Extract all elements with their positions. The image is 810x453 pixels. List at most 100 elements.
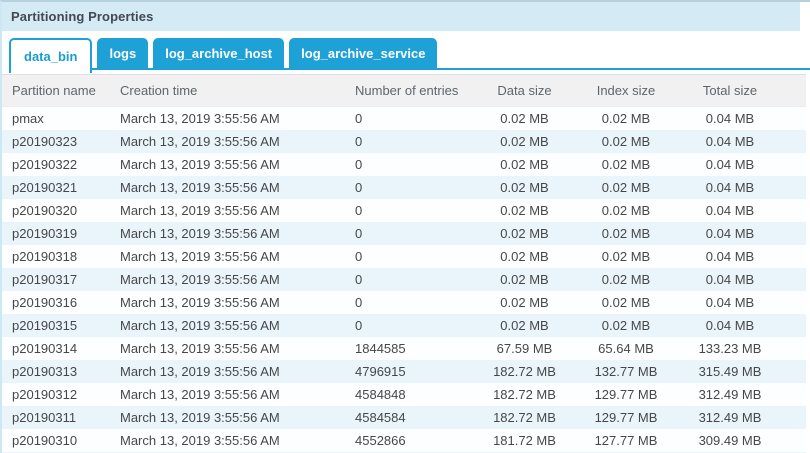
total-size-cell: 0.04 MB (705, 272, 755, 287)
table-row: p20190321 March 13, 2019 3:55:56 AM 0 0.02 … (2, 176, 806, 199)
spacer-cell (790, 153, 806, 176)
spacer-cell (790, 199, 806, 222)
entries-cell: 0 (355, 226, 363, 241)
column-header-number-of-entries: Number of entries (347, 74, 467, 107)
tab-log-archive-service[interactable]: log_archive_service (289, 38, 438, 68)
partition-table-wrap: Partition name Creation time Number of ent… (2, 74, 806, 452)
tab-logs[interactable]: logs (97, 38, 149, 68)
creation-time-cell: March 13, 2019 3:55:56 AM (120, 318, 280, 333)
partition-name-cell: p20190315 (12, 318, 78, 333)
index-size-cell: 129.77 MB (594, 410, 658, 425)
panel-title: Partitioning Properties (11, 9, 154, 24)
entries-cell: 4552866 (355, 433, 406, 448)
data-size-cell: 67.59 MB (496, 341, 553, 356)
table-body: pmax March 13, 2019 3:55:56 AM 0 0.02 MB 0.0… (2, 106, 806, 452)
data-size-cell: 0.02 MB (500, 272, 549, 287)
entries-cell: 4796915 (355, 364, 406, 379)
spacer-cell (790, 383, 806, 406)
index-size-cell: 0.02 MB (601, 203, 651, 218)
index-size-cell: 132.77 MB (594, 364, 658, 379)
data-size-cell: 0.02 MB (500, 180, 549, 195)
table-row: p20190323 March 13, 2019 3:55:56 AM 0 0.02 … (2, 130, 806, 153)
column-header-partition-name: Partition name (2, 74, 112, 107)
index-size-cell: 0.02 MB (601, 249, 651, 264)
partition-name-cell: p20190311 (12, 410, 77, 425)
data-size-cell: 181.72 MB (493, 433, 556, 448)
table-header-row: Partition name Creation time Number of ent… (2, 74, 806, 107)
table-row: pmax March 13, 2019 3:55:56 AM 0 0.02 MB 0.0… (2, 106, 806, 130)
index-size-cell: 0.02 MB (601, 134, 651, 149)
entries-cell: 0 (355, 180, 363, 195)
partition-name-cell: p20190323 (12, 134, 78, 149)
table-row: p20190320 March 13, 2019 3:55:56 AM 0 0.02 … (2, 199, 806, 222)
column-header-index-size: Index size (582, 74, 670, 107)
panel-title-bar: Partitioning Properties (2, 2, 800, 31)
entries-cell: 4584848 (355, 387, 406, 402)
partition-name-cell: p20190318 (12, 249, 78, 264)
column-header-data-size: Data size (467, 74, 582, 107)
index-size-cell: 0.02 MB (601, 226, 651, 241)
partition-name-cell: p20190319 (12, 226, 78, 241)
spacer-cell (790, 222, 806, 245)
partition-name-cell: p20190314 (12, 341, 78, 356)
creation-time-cell: March 13, 2019 3:55:56 AM (120, 364, 280, 379)
partition-table: Partition name Creation time Number of ent… (2, 74, 806, 452)
tab-log-archive-host[interactable]: log_archive_host (153, 38, 285, 68)
total-size-cell: 312.49 MB (698, 410, 762, 425)
entries-cell: 0 (355, 249, 363, 264)
tab-bar: data_bin logs log_archive_host log_archive_… (2, 38, 810, 73)
creation-time-cell: March 13, 2019 3:55:56 AM (120, 410, 280, 425)
data-size-cell: 182.72 MB (493, 364, 556, 379)
total-size-cell: 133.23 MB (698, 341, 762, 356)
creation-time-cell: March 13, 2019 3:55:56 AM (120, 226, 280, 241)
entries-cell: 0 (355, 134, 363, 149)
table-row: p20190317 March 13, 2019 3:55:56 AM 0 0.02 … (2, 268, 806, 291)
index-size-cell: 0.02 MB (601, 295, 651, 310)
index-size-cell: 0.02 MB (601, 111, 651, 126)
spacer-cell (790, 337, 806, 360)
index-size-cell: 127.77 MB (594, 433, 658, 448)
creation-time-cell: March 13, 2019 3:55:56 AM (120, 272, 280, 287)
partition-name-cell: p20190316 (12, 295, 78, 310)
index-size-cell: 0.02 MB (601, 318, 651, 333)
creation-time-cell: March 13, 2019 3:55:56 AM (120, 433, 280, 448)
column-header-creation-time: Creation time (112, 74, 347, 107)
data-size-cell: 0.02 MB (500, 295, 549, 310)
index-size-cell: 129.77 MB (594, 387, 658, 402)
tab-data-bin[interactable]: data_bin (9, 38, 93, 73)
data-size-cell: 0.02 MB (500, 157, 549, 172)
column-header-total-size: Total size (670, 74, 790, 107)
partition-name-cell: p20190317 (12, 272, 78, 287)
total-size-cell: 0.04 MB (705, 295, 755, 310)
table-row: p20190316 March 13, 2019 3:55:56 AM 0 0.02 … (2, 291, 806, 314)
partition-name-cell: pmax (12, 111, 44, 126)
data-size-cell: 0.02 MB (500, 203, 549, 218)
spacer-cell (790, 360, 806, 383)
index-size-cell: 0.02 MB (601, 180, 651, 195)
spacer-cell (790, 314, 806, 337)
spacer-cell (790, 130, 806, 153)
creation-time-cell: March 13, 2019 3:55:56 AM (120, 111, 280, 126)
index-size-cell: 65.64 MB (598, 341, 654, 356)
table-row: p20190315 March 13, 2019 3:55:56 AM 0 0.02 … (2, 314, 806, 337)
total-size-cell: 0.04 MB (705, 203, 755, 218)
creation-time-cell: March 13, 2019 3:55:56 AM (120, 387, 280, 402)
spacer-cell (790, 429, 806, 452)
entries-cell: 0 (355, 203, 363, 218)
data-size-cell: 182.72 MB (493, 410, 556, 425)
total-size-cell: 315.49 MB (698, 364, 762, 379)
data-size-cell: 0.02 MB (500, 111, 549, 126)
table-row: p20190318 March 13, 2019 3:55:56 AM 0 0.02 … (2, 245, 806, 268)
data-size-cell: 0.02 MB (500, 226, 549, 241)
creation-time-cell: March 13, 2019 3:55:56 AM (120, 203, 280, 218)
index-size-cell: 0.02 MB (601, 157, 651, 172)
data-size-cell: 0.02 MB (500, 249, 549, 264)
partition-name-cell: p20190320 (12, 203, 78, 218)
total-size-cell: 0.04 MB (705, 318, 755, 333)
data-size-cell: 182.72 MB (493, 387, 556, 402)
data-size-cell: 0.02 MB (500, 318, 549, 333)
entries-cell: 0 (355, 111, 363, 126)
entries-cell: 0 (355, 295, 363, 310)
total-size-cell: 309.49 MB (698, 433, 762, 448)
